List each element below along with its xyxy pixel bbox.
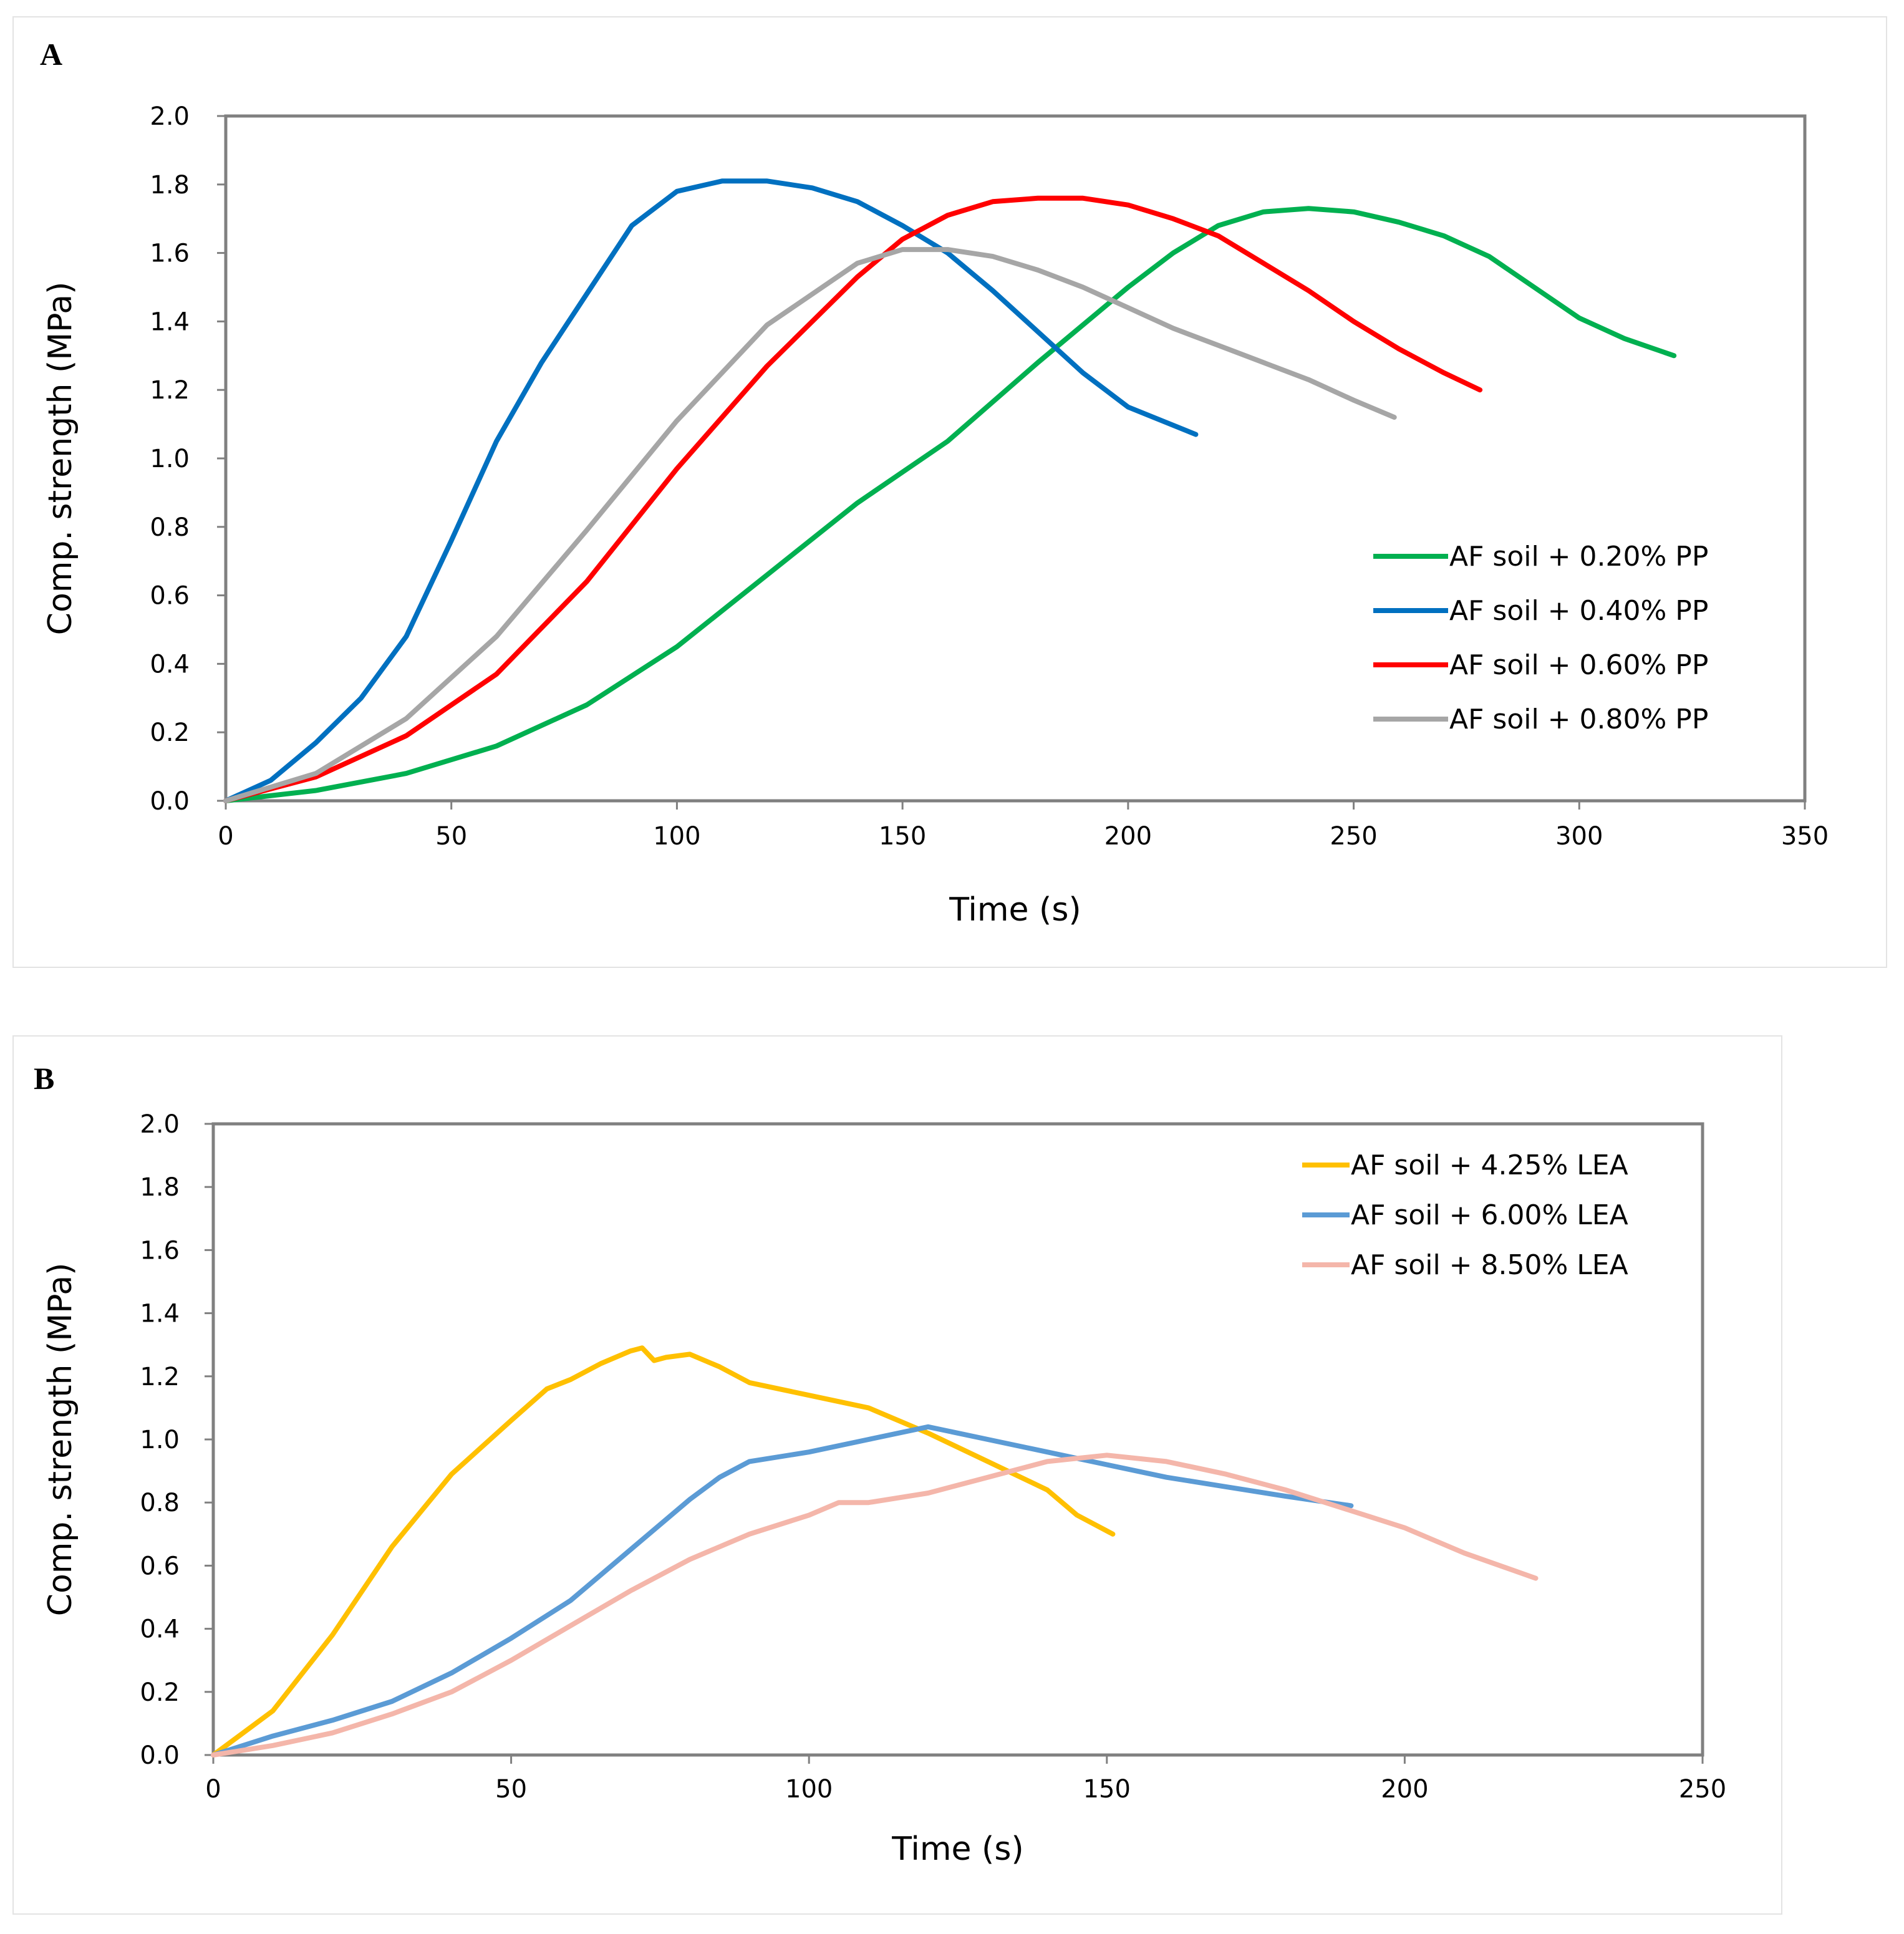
chart-panel-a: A 0.0 0.2 0.4 0.6 0.8 1.0 1.2 1.4 1.6 1.8 2.0 0 50 10… xyxy=(12,16,1887,968)
x-tick-label: 100 xyxy=(785,1775,833,1804)
x-tick-label: 300 xyxy=(1555,822,1603,851)
x-tick-label: 50 xyxy=(435,822,467,851)
x-tick-label: 150 xyxy=(1083,1775,1131,1804)
chart-b-svg: 0.0 0.2 0.4 0.6 0.8 1.0 1.2 1.4 1.6 1.8 2.0 0 50 100 1… xyxy=(14,1037,1784,1916)
legend-label: AF soil + 8.50% LEA xyxy=(1351,1249,1628,1281)
y-tick-label: 0.0 xyxy=(140,1741,180,1770)
series-line-4 xyxy=(226,249,1394,801)
series-line-2 xyxy=(213,1427,1351,1755)
y-tick-label: 1.6 xyxy=(150,239,190,268)
x-tick-label: 100 xyxy=(653,822,700,851)
legend-label: AF soil + 0.20% PP xyxy=(1449,541,1708,573)
y-tick-label: 1.2 xyxy=(150,376,190,405)
legend: AF soil + 4.25% LEA AF soil + 6.00% LEA AF… xyxy=(1302,1149,1628,1281)
legend: AF soil + 0.20% PP AF soil + 0.40% PP AF s… xyxy=(1373,541,1708,735)
y-tick-label: 1.2 xyxy=(140,1363,180,1391)
legend-label: AF soil + 4.25% LEA xyxy=(1351,1149,1628,1181)
y-tick-label: 1.6 xyxy=(140,1236,180,1265)
legend-label: AF soil + 0.60% PP xyxy=(1449,649,1708,681)
y-tick-label: 0.4 xyxy=(140,1615,180,1644)
x-tick-label: 200 xyxy=(1104,822,1152,851)
y-tick-label: 1.4 xyxy=(150,307,190,336)
series-line-1 xyxy=(213,1348,1113,1755)
x-tick-label: 250 xyxy=(1679,1775,1726,1804)
legend-label: AF soil + 0.80% PP xyxy=(1449,703,1708,735)
x-tick-label: 250 xyxy=(1330,822,1377,851)
y-tick-label: 0.6 xyxy=(150,582,190,611)
y-axis-title: Comp. strength (MPa) xyxy=(42,1263,79,1617)
y-tick-label: 0.4 xyxy=(150,650,190,679)
chart-panel-b: B 0.0 0.2 0.4 0.6 0.8 1.0 1.2 1.4 1.6 1.8 2.0 0 50 10… xyxy=(12,1035,1782,1915)
x-tick-label: 200 xyxy=(1381,1775,1428,1804)
chart-a-svg: 0.0 0.2 0.4 0.6 0.8 1.0 1.2 1.4 1.6 1.8 2.0 0 50 100 1… xyxy=(14,17,1888,969)
x-tick-label: 350 xyxy=(1781,822,1829,851)
legend-label: AF soil + 0.40% PP xyxy=(1449,595,1708,627)
y-tick-label: 0.0 xyxy=(150,787,190,816)
y-tick-label: 1.4 xyxy=(140,1300,180,1328)
y-tick-label: 0.8 xyxy=(140,1489,180,1517)
y-axis-title: Comp. strength (MPa) xyxy=(42,282,79,636)
legend-label: AF soil + 6.00% LEA xyxy=(1351,1199,1628,1231)
x-axis-title: Time (s) xyxy=(949,891,1081,929)
series-line-3 xyxy=(213,1455,1536,1755)
y-tick-label: 1.8 xyxy=(150,171,190,200)
x-axis-title: Time (s) xyxy=(891,1830,1023,1868)
y-tick-label: 2.0 xyxy=(150,102,190,131)
y-tick-label: 1.0 xyxy=(140,1426,180,1454)
x-tick-label: 150 xyxy=(879,822,926,851)
x-tick-label: 0 xyxy=(218,822,233,851)
x-tick-label: 0 xyxy=(205,1775,221,1804)
y-tick-label: 1.8 xyxy=(140,1173,180,1202)
y-tick-label: 0.8 xyxy=(150,513,190,542)
x-tick-label: 50 xyxy=(495,1775,527,1804)
y-tick-label: 0.6 xyxy=(140,1552,180,1580)
y-tick-label: 2.0 xyxy=(140,1110,180,1139)
y-tick-label: 0.2 xyxy=(140,1678,180,1707)
y-tick-label: 1.0 xyxy=(150,445,190,473)
y-tick-label: 0.2 xyxy=(150,718,190,747)
